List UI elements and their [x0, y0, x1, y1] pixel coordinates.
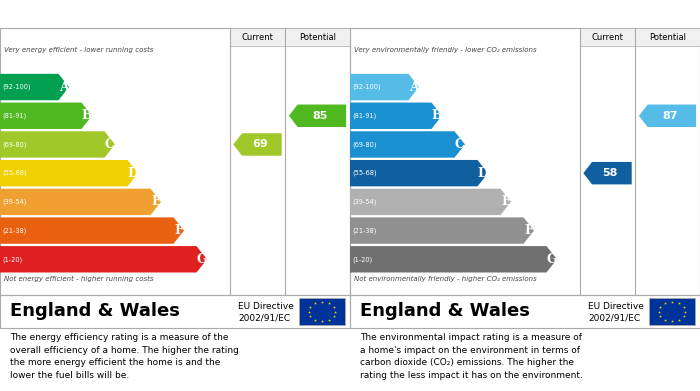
- Polygon shape: [350, 102, 442, 129]
- Polygon shape: [583, 162, 631, 185]
- Text: (92-100): (92-100): [353, 84, 382, 90]
- Polygon shape: [350, 246, 557, 273]
- Text: (21-38): (21-38): [353, 227, 377, 234]
- Bar: [580, 28, 700, 46]
- Text: Current: Current: [241, 32, 274, 41]
- Text: Environmental Impact (CO₂) Rating: Environmental Impact (CO₂) Rating: [357, 7, 603, 20]
- Bar: [300, 298, 344, 325]
- Text: 85: 85: [313, 111, 328, 121]
- Text: 69: 69: [252, 140, 268, 149]
- Text: F: F: [174, 224, 183, 237]
- Text: England & Wales: England & Wales: [10, 303, 181, 321]
- Text: D: D: [127, 167, 138, 180]
- Text: A: A: [409, 81, 419, 93]
- Polygon shape: [289, 104, 346, 127]
- Text: E: E: [501, 196, 510, 208]
- Text: (92-100): (92-100): [3, 84, 31, 90]
- Text: (81-91): (81-91): [3, 113, 27, 119]
- Text: 87: 87: [663, 111, 678, 121]
- Polygon shape: [350, 131, 465, 158]
- Text: (1-20): (1-20): [353, 256, 373, 262]
- Text: G: G: [547, 253, 557, 266]
- Text: C: C: [455, 138, 465, 151]
- Text: (69-80): (69-80): [3, 141, 27, 148]
- Text: Potential: Potential: [649, 32, 686, 41]
- Text: 2002/91/EC: 2002/91/EC: [588, 314, 640, 323]
- Text: D: D: [477, 167, 488, 180]
- Bar: [650, 298, 694, 325]
- Text: Current: Current: [592, 32, 624, 41]
- Polygon shape: [0, 189, 161, 215]
- Text: 58: 58: [602, 168, 617, 178]
- Polygon shape: [0, 217, 184, 244]
- Polygon shape: [0, 74, 69, 100]
- Text: England & Wales: England & Wales: [360, 303, 531, 321]
- Text: 2002/91/EC: 2002/91/EC: [238, 314, 290, 323]
- Polygon shape: [0, 246, 207, 273]
- Text: The energy efficiency rating is a measure of the
overall efficiency of a home. T: The energy efficiency rating is a measur…: [10, 333, 239, 380]
- Text: (21-38): (21-38): [3, 227, 27, 234]
- Text: (69-80): (69-80): [353, 141, 377, 148]
- Polygon shape: [639, 104, 696, 127]
- Polygon shape: [233, 133, 281, 156]
- Text: (39-54): (39-54): [353, 199, 377, 205]
- Polygon shape: [350, 217, 534, 244]
- Text: G: G: [197, 253, 207, 266]
- Polygon shape: [0, 160, 138, 187]
- Polygon shape: [350, 189, 511, 215]
- Text: C: C: [105, 138, 115, 151]
- Text: B: B: [431, 109, 442, 122]
- Text: (55-68): (55-68): [353, 170, 377, 176]
- Text: Very environmentally friendly - lower CO₂ emissions: Very environmentally friendly - lower CO…: [354, 47, 536, 54]
- Text: Not energy efficient - higher running costs: Not energy efficient - higher running co…: [4, 276, 153, 282]
- Polygon shape: [0, 131, 115, 158]
- Text: EU Directive: EU Directive: [588, 302, 644, 311]
- Text: Potential: Potential: [299, 32, 336, 41]
- Bar: [230, 28, 350, 46]
- Text: The environmental impact rating is a measure of
a home's impact on the environme: The environmental impact rating is a mea…: [360, 333, 583, 380]
- Text: (1-20): (1-20): [3, 256, 23, 262]
- Text: B: B: [81, 109, 92, 122]
- Polygon shape: [350, 160, 488, 187]
- Text: F: F: [524, 224, 533, 237]
- Text: Energy Efficiency Rating: Energy Efficiency Rating: [7, 7, 178, 20]
- Text: A: A: [59, 81, 69, 93]
- Text: Not environmentally friendly - higher CO₂ emissions: Not environmentally friendly - higher CO…: [354, 276, 536, 282]
- Text: (39-54): (39-54): [3, 199, 27, 205]
- Polygon shape: [350, 74, 419, 100]
- Polygon shape: [0, 102, 92, 129]
- Text: (55-68): (55-68): [3, 170, 27, 176]
- Text: (81-91): (81-91): [353, 113, 377, 119]
- Text: Very energy efficient - lower running costs: Very energy efficient - lower running co…: [4, 47, 153, 54]
- Text: EU Directive: EU Directive: [238, 302, 294, 311]
- Text: E: E: [151, 196, 160, 208]
